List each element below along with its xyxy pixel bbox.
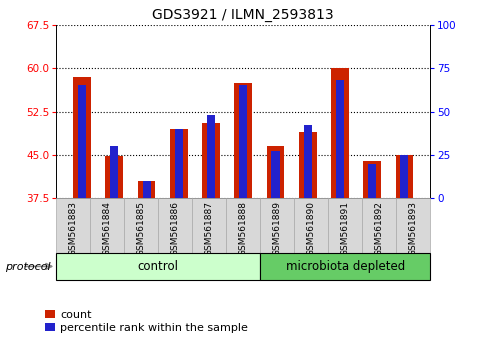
Bar (260, 198, 294, 253)
Bar (90, 198, 124, 253)
Bar (56, 253, 260, 280)
Bar (56, 198, 90, 253)
Bar (400, 155, 407, 198)
Bar (239, 85, 247, 198)
Bar (174, 129, 183, 198)
Text: control: control (138, 260, 179, 273)
Bar (105, 156, 123, 198)
Text: GSM561886: GSM561886 (170, 201, 180, 256)
Text: microbiota depleted: microbiota depleted (285, 260, 404, 273)
Text: protocol: protocol (5, 262, 50, 272)
Bar (330, 68, 348, 198)
Bar (234, 82, 252, 198)
Bar (362, 198, 395, 253)
Bar (395, 155, 412, 198)
Text: GSM561885: GSM561885 (137, 201, 145, 256)
Legend: count, percentile rank within the sample: count, percentile rank within the sample (44, 310, 247, 333)
Text: GSM561884: GSM561884 (102, 201, 112, 256)
Bar (226, 198, 260, 253)
Bar (298, 132, 316, 198)
Bar (206, 115, 215, 198)
Text: GSM561891: GSM561891 (340, 201, 349, 256)
Text: GSM561892: GSM561892 (374, 201, 383, 256)
Bar (327, 198, 362, 253)
Bar (266, 146, 284, 198)
Text: GSM561883: GSM561883 (69, 201, 78, 256)
Bar (303, 125, 311, 198)
Bar (192, 198, 226, 253)
Title: GDS3921 / ILMN_2593813: GDS3921 / ILMN_2593813 (152, 8, 333, 22)
Bar (110, 146, 118, 198)
Bar (170, 129, 187, 198)
Bar (78, 85, 86, 198)
Bar (73, 77, 91, 198)
Bar (138, 181, 155, 198)
Bar (124, 198, 158, 253)
Bar (271, 152, 279, 198)
Bar (142, 181, 150, 198)
Text: GSM561890: GSM561890 (306, 201, 315, 256)
Bar (395, 198, 429, 253)
Text: GSM561889: GSM561889 (272, 201, 281, 256)
Bar (294, 198, 327, 253)
Bar (367, 164, 375, 198)
Text: GSM561887: GSM561887 (204, 201, 213, 256)
Text: GSM561888: GSM561888 (238, 201, 247, 256)
Bar (260, 253, 429, 280)
Bar (335, 80, 343, 198)
Text: GSM561893: GSM561893 (408, 201, 417, 256)
Bar (158, 198, 192, 253)
Bar (202, 123, 220, 198)
Bar (363, 161, 380, 198)
